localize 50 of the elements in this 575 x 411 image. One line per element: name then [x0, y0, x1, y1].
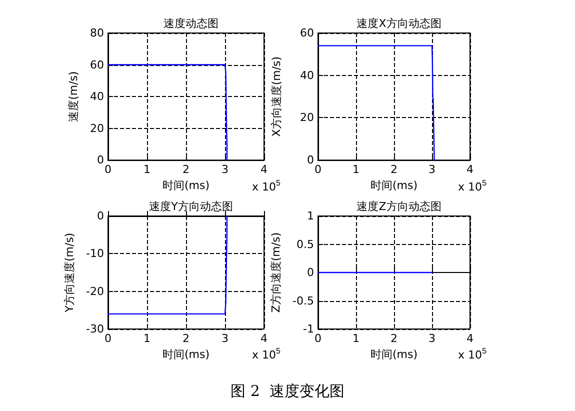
- x-tick-label: 1: [352, 332, 360, 345]
- y-tick-label: 20: [300, 111, 314, 124]
- y-tick-label: 1: [307, 210, 314, 222]
- chart-title: 速度动态图: [164, 17, 218, 30]
- y-tick-label: -10: [86, 247, 104, 260]
- y-tick-label: 0: [97, 154, 104, 167]
- x-axis-title: 时间(ms): [162, 179, 210, 192]
- y-tick-label: 80: [90, 26, 104, 40]
- x-tick-label: 1: [144, 163, 150, 176]
- x-axis-title: 时间(ms): [370, 179, 418, 192]
- y-tick-label: 0: [307, 154, 314, 167]
- x-tick-label: 2: [390, 332, 398, 345]
- x-tick-label: 2: [390, 163, 398, 176]
- y-axis-title: Y方向速度(m/s): [63, 232, 76, 314]
- y-tick-label: 20: [90, 122, 104, 135]
- y-axis-title: Z方向速度(m/s): [270, 232, 283, 313]
- x-tick-label: 2: [182, 332, 190, 345]
- y-tick-label: 0.5: [296, 238, 314, 251]
- y-tick-label: 40: [300, 68, 314, 82]
- y-tick-label: -1: [303, 322, 314, 336]
- chart-title: 速度Z方向动态图: [356, 200, 442, 213]
- y-tick-label: -30: [86, 322, 104, 336]
- x-tick-label: 1: [144, 332, 150, 345]
- line-series: [317, 45, 435, 161]
- x-tick-label: 4: [466, 332, 474, 345]
- y-axis-title: X方向速度(m/s): [270, 56, 283, 137]
- line-series: [107, 64, 228, 161]
- line-series: [107, 215, 228, 315]
- y-tick-label: 60: [300, 26, 314, 40]
- chart-title: 速度Y方向动态图: [149, 200, 233, 213]
- x-tick-label: 3: [428, 163, 436, 176]
- x-axis-title: 时间(ms): [162, 348, 210, 361]
- caption: 图 2 速度变化图: [230, 382, 346, 401]
- x-tick-label: 4: [260, 332, 268, 345]
- x-tick-label: 3: [428, 332, 436, 345]
- x-axis-title: 时间(ms): [370, 348, 418, 361]
- y-tick-label: 0: [97, 210, 104, 222]
- y-tick-label: 40: [90, 90, 104, 104]
- x-tick-label: 4: [260, 163, 268, 176]
- y-tick-label: -0.5: [292, 294, 314, 308]
- chart-title: 速度X方向动态图: [356, 17, 442, 30]
- y-axis-title: 速度(m/s): [67, 71, 80, 122]
- x-tick-label: 3: [222, 163, 228, 176]
- x-tick-label: 4: [466, 163, 474, 176]
- x-tick-label: 2: [182, 163, 190, 176]
- x-tick-label: 1: [352, 163, 360, 176]
- y-tick-label: -20: [86, 284, 104, 298]
- y-tick-label: 0: [307, 266, 314, 279]
- y-tick-label: 60: [90, 58, 104, 72]
- x-tick-label: 3: [222, 332, 228, 345]
